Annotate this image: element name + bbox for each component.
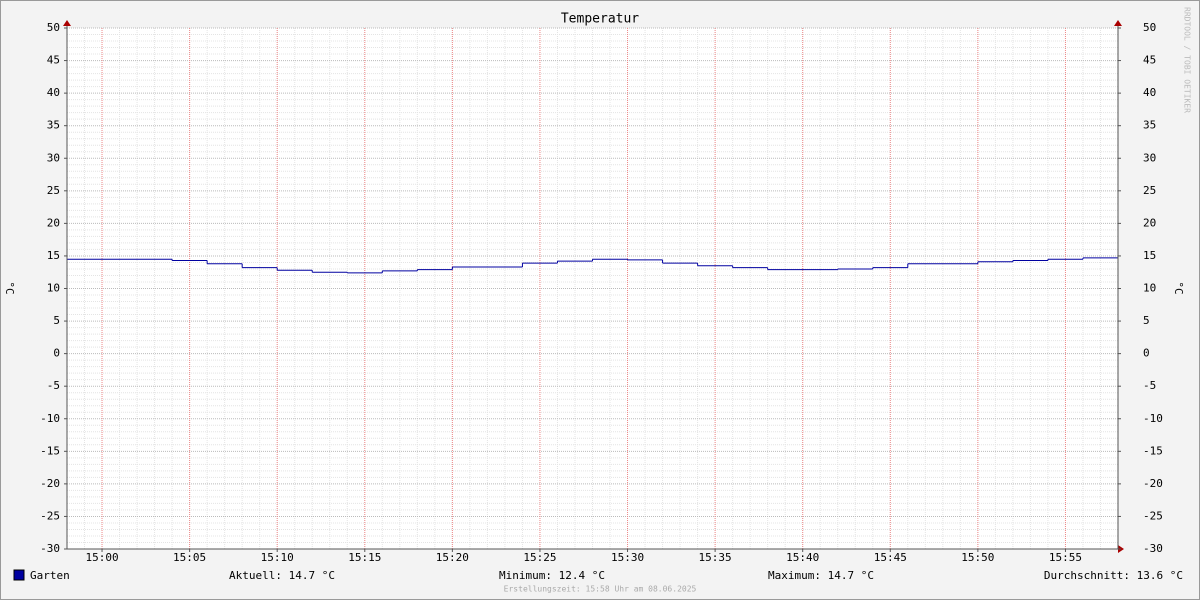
y-tick-label: 50 [47, 21, 60, 34]
y-tick-label: 15 [47, 249, 60, 262]
y2-tick-label: 50 [1143, 21, 1156, 34]
y-tick-label: 45 [47, 54, 60, 67]
legend-stat: Durchschnitt: 13.6 °C [1044, 569, 1183, 582]
y-tick-label: 30 [47, 151, 60, 164]
y2-tick-label: 15 [1143, 249, 1156, 262]
footer: Erstellungszeit: 15:58 Uhr am 08.06.2025 [504, 585, 697, 594]
y2-tick-label: 40 [1143, 86, 1156, 99]
y-tick-label: -15 [40, 444, 60, 457]
y-axis-label: °C [3, 281, 16, 294]
y2-tick-label: 5 [1143, 314, 1150, 327]
y2-tick-label: -25 [1143, 509, 1163, 522]
y2-tick-label: 20 [1143, 216, 1156, 229]
y-tick-label: -5 [47, 379, 60, 392]
watermark: RRDTOOL / TOBI OETIKER [1183, 7, 1192, 113]
y-tick-label: 10 [47, 282, 60, 295]
x-tick-label: 15:40 [786, 551, 819, 564]
legend-swatch [13, 569, 25, 581]
y-tick-label: 20 [47, 216, 60, 229]
y2-tick-label: 30 [1143, 151, 1156, 164]
legend-stat: Aktuell: 14.7 °C [229, 569, 335, 582]
x-tick-label: 15:45 [874, 551, 907, 564]
y2-tick-label: -15 [1143, 444, 1163, 457]
y-tick-label: -10 [40, 412, 60, 425]
x-tick-label: 15:30 [611, 551, 644, 564]
y2-tick-label: -20 [1143, 477, 1163, 490]
legend-stat: Maximum: 14.7 °C [768, 569, 874, 582]
y2-axis-label: °C [1172, 281, 1185, 294]
y-tick-label: -30 [40, 542, 60, 555]
chart-title: Temperatur [561, 12, 639, 27]
y2-tick-label: 35 [1143, 119, 1156, 132]
x-tick-label: 15:05 [173, 551, 206, 564]
x-tick-label: 15:50 [961, 551, 994, 564]
y-tick-label: 25 [47, 184, 60, 197]
x-tick-label: 15:35 [699, 551, 732, 564]
x-tick-label: 15:15 [348, 551, 381, 564]
x-tick-label: 15:25 [523, 551, 556, 564]
y-tick-label: 40 [47, 86, 60, 99]
legend-stat: Minimum: 12.4 °C [499, 569, 605, 582]
y-tick-label: -25 [40, 509, 60, 522]
y2-tick-label: 25 [1143, 184, 1156, 197]
y-tick-label: 0 [53, 347, 60, 360]
y-tick-label: -20 [40, 477, 60, 490]
y2-tick-label: -5 [1143, 379, 1156, 392]
y-arrow [63, 20, 71, 26]
y-tick-label: 35 [47, 119, 60, 132]
x-tick-label: 15:20 [436, 551, 469, 564]
x-tick-label: 15:10 [261, 551, 294, 564]
y2-tick-label: -30 [1143, 542, 1163, 555]
y-tick-label: 5 [53, 314, 60, 327]
y2-tick-label: 0 [1143, 347, 1150, 360]
x-tick-label: 15:55 [1049, 551, 1082, 564]
y2-tick-label: 10 [1143, 282, 1156, 295]
y2-tick-label: 45 [1143, 54, 1156, 67]
x-tick-label: 15:00 [85, 551, 118, 564]
y2-tick-label: -10 [1143, 412, 1163, 425]
y2-arrow [1114, 20, 1122, 26]
legend-label: Garten [30, 569, 70, 582]
